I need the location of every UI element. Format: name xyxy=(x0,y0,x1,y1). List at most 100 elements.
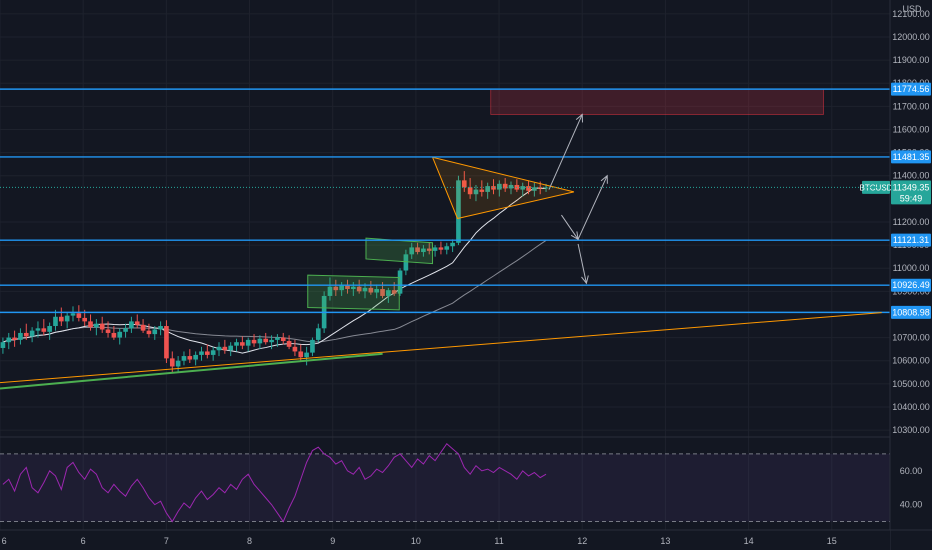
time-tick-label: 9 xyxy=(330,536,335,546)
candle-body xyxy=(169,358,175,367)
time-tick-label: 12 xyxy=(577,536,587,546)
candle-body xyxy=(473,189,479,195)
support-resistance-levels xyxy=(0,88,890,314)
candle-body xyxy=(444,246,450,250)
candle-body xyxy=(251,339,257,344)
candle-body xyxy=(438,247,444,250)
time-tick-label: 10 xyxy=(411,536,421,546)
level-price-label: 11121.31 xyxy=(893,235,929,245)
candle-body xyxy=(485,186,490,192)
level-price-label: 11481.35 xyxy=(893,152,930,162)
level-price-tag xyxy=(891,233,931,247)
candle-body xyxy=(29,330,35,337)
candle-body xyxy=(257,338,263,344)
arrow-up-after-retest xyxy=(577,175,608,240)
candle-body xyxy=(292,346,298,352)
level-price-tag xyxy=(891,150,931,164)
rsi-line xyxy=(2,443,547,523)
price-tick-label: 12100.00 xyxy=(892,9,930,19)
candle-body xyxy=(117,331,123,338)
candle-body xyxy=(222,346,228,351)
time-tick-label: 14 xyxy=(744,536,754,546)
candle-body xyxy=(397,270,403,294)
flag-box-2 xyxy=(365,237,434,265)
price-tick-label: 10300.00 xyxy=(892,425,930,435)
candle-body xyxy=(140,324,146,331)
candle-body xyxy=(315,328,321,340)
consolidation-boxes xyxy=(307,237,434,311)
candle-body xyxy=(532,187,537,191)
candle-body xyxy=(339,285,344,291)
price-tick-label: 11900.00 xyxy=(893,55,930,65)
ma-fast-line xyxy=(2,187,547,354)
candle-body xyxy=(263,338,269,343)
candle-body xyxy=(491,186,496,190)
candle-body xyxy=(210,350,216,355)
candle-body xyxy=(88,321,93,328)
candle-body xyxy=(526,186,531,191)
level-price-tag xyxy=(891,82,931,96)
price-tick-label: 10600.00 xyxy=(892,356,930,366)
currency-label: USD xyxy=(902,4,922,14)
candle-body xyxy=(508,184,514,189)
level-price-label: 10808.98 xyxy=(892,307,930,317)
candle-body xyxy=(82,317,88,322)
candle-body xyxy=(0,342,6,348)
price-tick-label: 11400.00 xyxy=(893,171,930,181)
candle-body xyxy=(6,337,12,343)
candle-body xyxy=(245,339,251,346)
level-price-tag xyxy=(891,305,931,319)
time-tick-label: 7 xyxy=(164,536,169,546)
arrow-up-breakout xyxy=(548,114,583,190)
candle-body xyxy=(23,332,29,337)
arrow-up-after-retest-head xyxy=(600,174,608,184)
price-axis: USD12100.0012000.0011900.0011800.0011700… xyxy=(860,0,932,550)
candle-body xyxy=(234,342,239,346)
time-tick-label: 6 xyxy=(2,536,7,546)
candle-body xyxy=(310,339,315,353)
price-tick-label: 10500.00 xyxy=(892,379,930,389)
candle-body xyxy=(304,352,309,358)
candle-body xyxy=(240,342,245,346)
candle-body xyxy=(216,346,222,351)
candle-body xyxy=(76,313,82,318)
price-tick-label: 11200.00 xyxy=(893,217,930,227)
candle-body xyxy=(380,289,385,296)
arrow-down xyxy=(577,243,587,284)
level-price-label: 11774.56 xyxy=(893,84,930,94)
candle-body xyxy=(275,337,280,340)
price-tick-label: 10700.00 xyxy=(892,333,930,343)
candle-body xyxy=(146,330,152,335)
candle-body xyxy=(432,247,438,251)
candle-body xyxy=(12,337,17,340)
time-tick-label: 8 xyxy=(247,536,252,546)
arrow-down-head xyxy=(581,275,589,285)
candle-body xyxy=(426,248,432,251)
rsi-band xyxy=(0,453,890,522)
countdown-label: 59:49 xyxy=(900,193,923,203)
candle-body xyxy=(129,321,134,329)
candle-body xyxy=(409,247,415,255)
candle-body xyxy=(403,254,409,271)
long-trendline xyxy=(0,312,882,384)
candle-body xyxy=(193,354,198,360)
candle-body xyxy=(467,187,473,195)
candle-body xyxy=(134,321,140,325)
candle-body xyxy=(386,290,391,296)
candle-body xyxy=(181,356,187,361)
candle-body xyxy=(479,189,485,192)
level-price-tag xyxy=(891,278,931,292)
candle-body xyxy=(205,351,210,355)
time-tick-label: 15 xyxy=(827,536,837,546)
price-tick-label: 11600.00 xyxy=(893,124,930,134)
candle-body xyxy=(351,286,356,290)
candle-body xyxy=(345,285,350,290)
projection-arrows xyxy=(548,113,608,285)
candle-body xyxy=(286,341,292,347)
flag-box-1 xyxy=(307,274,400,311)
candle-body xyxy=(105,329,111,333)
candle-body xyxy=(502,183,508,189)
candle-body xyxy=(158,326,163,330)
level-price-label: 10926.49 xyxy=(892,280,930,290)
